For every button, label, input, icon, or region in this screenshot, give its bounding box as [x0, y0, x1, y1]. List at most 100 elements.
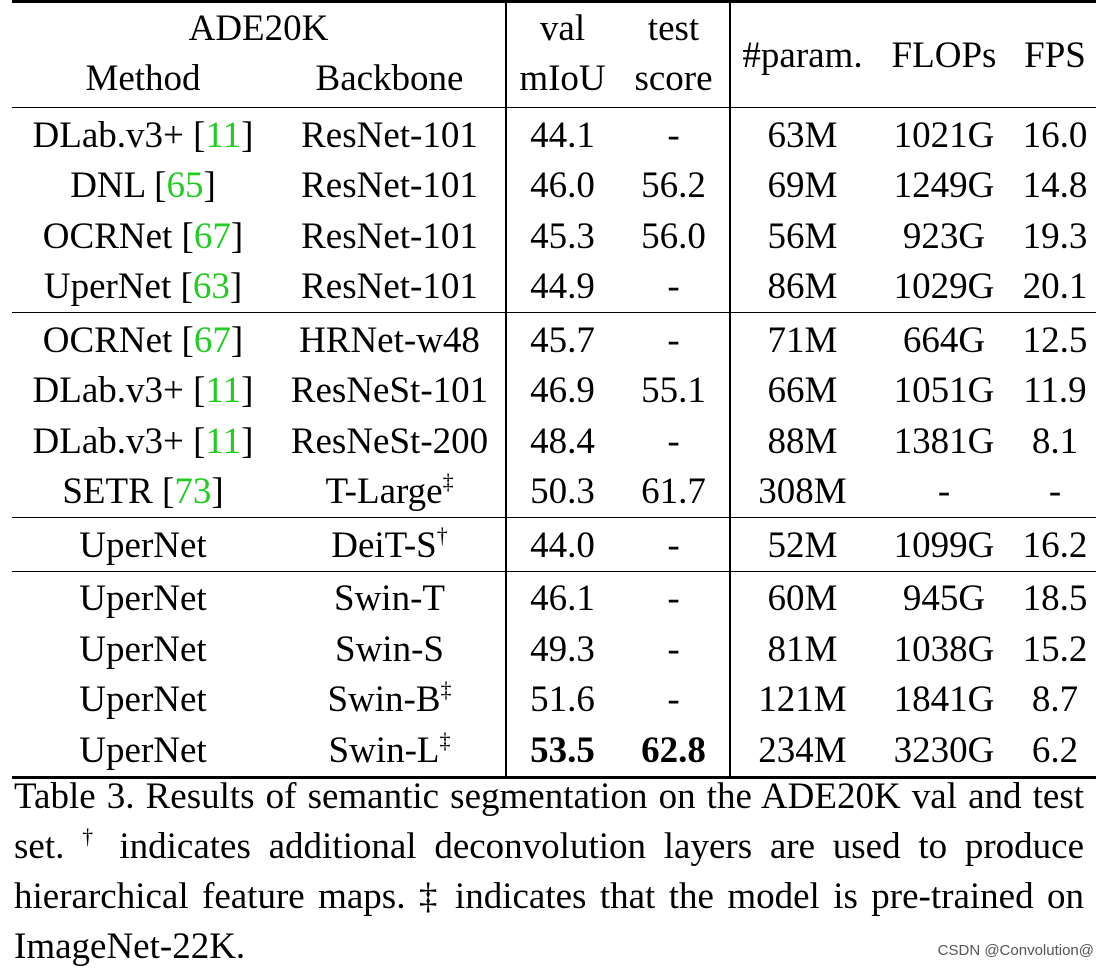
backbone-name: ResNeSt-101: [290, 370, 489, 412]
flops-cell: 1021G: [874, 107, 1014, 161]
fps-cell: 8.7: [1031, 679, 1079, 721]
method-name: UperNet: [79, 729, 207, 771]
fps-cell: 12.5: [1014, 312, 1096, 366]
test-score-cell: 61.7: [618, 466, 731, 518]
val-header-top: val: [506, 0, 618, 53]
backbone-cell: Swin-B‡: [274, 674, 507, 725]
method-cell: DLab.v3+ [11]: [32, 370, 254, 412]
table-row: DNL [65] ResNet-101 46.0 56.2 69M 1249G 14.8: [12, 160, 1096, 211]
method-cell: DLab.v3+ [11]: [12, 107, 274, 161]
params-cell: 71M: [730, 312, 874, 366]
method-name: DLab.v3+: [32, 420, 184, 462]
backbone-cell: ResNet-101: [274, 261, 507, 313]
method-name: UperNet: [79, 524, 207, 566]
backbone-cell: Swin-S: [274, 624, 507, 675]
backbone-name: ResNet-101: [301, 266, 478, 308]
val-miou-cell: 46.9: [530, 370, 595, 412]
params-cell: 56M: [767, 215, 838, 257]
table-row: UperNet [63] ResNet-101 44.9-86M 1029G 20.1: [12, 261, 1096, 313]
method-name: UperNet: [79, 628, 207, 670]
backbone-header: Backbone: [274, 53, 507, 108]
table-row: SETR [73] T-Large‡ 50.3 61.7 308M - -: [12, 466, 1096, 518]
val-miou-cell: 44.9: [530, 266, 595, 308]
method-cell: DLab.v3+ [11]: [32, 420, 254, 462]
backbone-name: Swin-T: [334, 578, 445, 620]
val-miou-cell: 45.7: [506, 312, 618, 366]
citation-link[interactable]: 65: [166, 165, 204, 207]
table-row: UperNet Swin-S 49.3-81M 1038G 15.2: [12, 624, 1096, 675]
table-caption: Table 3. Results of semantic segmentatio…: [14, 772, 1084, 972]
backbone-name: HRNet-w48: [299, 319, 480, 361]
method-name: OCRNet: [42, 319, 173, 361]
params-cell: 66M: [767, 370, 838, 412]
citation-link[interactable]: 11: [205, 370, 242, 412]
backbone-cell: ResNet-101: [274, 211, 507, 262]
params-cell: 234M: [730, 725, 874, 779]
backbone-cell: ResNeSt-101: [274, 365, 507, 416]
backbone-name: ResNeSt-200: [290, 420, 489, 462]
params-cell: 86M: [767, 266, 838, 308]
dataset-header: ADE20K: [12, 0, 507, 53]
citation-link[interactable]: 11: [205, 114, 242, 156]
backbone-cell: T-Large‡: [274, 466, 507, 518]
backbone-name: ResNet-101: [301, 215, 478, 257]
table-row: UperNet Swin-B‡ 51.6-121M 1841G 8.7: [12, 674, 1096, 726]
params-cell: 88M: [767, 420, 838, 462]
val-miou-cell: 53.5: [506, 725, 618, 779]
table-row: OCRNet [67] ResNet-101 45.3 56.0 56M 923G 19.3: [12, 211, 1096, 262]
val-miou-cell: 49.3: [530, 628, 595, 670]
method-cell: UperNet [63]: [43, 266, 243, 308]
method-cell: UperNet: [12, 725, 274, 779]
header-row-1: ADE20K val test #param. FLOPs FPS: [12, 0, 1096, 108]
backbone-cell: ResNet-101: [274, 160, 507, 211]
table-row: DLab.v3+ [11] ResNeSt-200 48.4-88M 1381G 8.1: [12, 416, 1096, 467]
footnote-mark: †: [436, 522, 448, 548]
citation-link[interactable]: 67: [193, 319, 231, 361]
results-table-container: ADE20K val test #param. FLOPs FPS Method…: [12, 0, 1096, 779]
flops-cell: 3230G: [874, 725, 1014, 779]
citation-link[interactable]: 67: [193, 215, 231, 257]
backbone-name: Swin-B: [327, 679, 441, 721]
fps-cell: 8.1: [1031, 420, 1079, 462]
header-row-2: Method Backbone mIoU score: [12, 53, 1096, 108]
backbone-cell: HRNet-w48: [274, 312, 507, 366]
flops-cell: 664G: [874, 312, 1014, 366]
table-row: DLab.v3+ [11] ResNet-101 44.1-63M 1021G 16.0: [12, 107, 1096, 161]
table-row: UperNet Swin-L‡ 53.5 62.8 234M 3230G 6.2: [12, 725, 1096, 779]
method-cell: OCRNet [67]: [42, 215, 244, 257]
params-header: #param.: [730, 0, 874, 108]
method-name: UperNet: [43, 266, 172, 308]
backbone-cell: Swin-L‡: [274, 725, 507, 779]
watermark: CSDN @Convolution@: [937, 942, 1094, 959]
method-name: UperNet: [79, 679, 207, 721]
test-score-cell: -: [618, 517, 731, 571]
method-cell: UperNet: [12, 624, 274, 675]
method-name: DLab.v3+: [32, 370, 184, 412]
method-header: Method: [85, 57, 201, 99]
test-score-cell: -: [618, 261, 731, 313]
citation-link[interactable]: 73: [174, 471, 212, 513]
flops-cell: 1381G: [893, 420, 995, 462]
citation-link[interactable]: 63: [192, 266, 230, 308]
params-cell: 52M: [730, 517, 874, 571]
citation-link[interactable]: 11: [205, 420, 242, 462]
fps-cell: 14.8: [1022, 165, 1088, 207]
flops-cell: 1038G: [893, 628, 995, 670]
caption-dagger: †: [82, 824, 102, 849]
method-name: SETR: [62, 471, 153, 513]
flops-cell: 1249G: [893, 165, 995, 207]
backbone-name: T-Large: [325, 471, 443, 513]
method-name: OCRNet: [42, 215, 173, 257]
table-row: UperNet Swin-T 46.1-60M 945G 18.5: [12, 570, 1096, 624]
caption-part-2: indicates additional deconvolution layer…: [14, 826, 1085, 967]
flops-cell: -: [937, 471, 951, 513]
test-score-cell: -: [618, 416, 731, 467]
fps-cell: 16.2: [1014, 517, 1096, 571]
backbone-name: Swin-L: [328, 729, 440, 771]
caption-part-1: Table 3. Results of semantic segmentatio…: [14, 776, 1084, 867]
method-cell: UperNet: [12, 517, 274, 571]
method-cell: UperNet: [12, 675, 274, 726]
table-row: UperNet DeiT-S† 44.0-52M 1099G 16.2: [12, 517, 1096, 571]
footnote-mark: ‡: [442, 469, 454, 495]
params-cell: 81M: [767, 628, 838, 670]
